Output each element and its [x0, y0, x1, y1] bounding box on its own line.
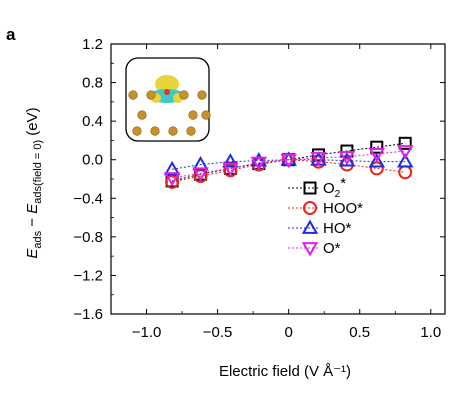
series-line: [172, 159, 406, 170]
y-tick-label: 0.8: [82, 75, 103, 92]
data-point: [192, 156, 209, 171]
metal-atom: [179, 90, 189, 100]
y-tick-label: −0.4: [73, 190, 103, 207]
data-point: [250, 152, 268, 167]
series-line: [171, 142, 406, 182]
data-point: [368, 148, 386, 163]
x-tick-label: −1.0: [132, 324, 162, 341]
data-point: [338, 152, 356, 167]
x-tick-label: 0: [284, 324, 292, 341]
y-tick-label: 0.0: [82, 152, 103, 169]
adsorbate-atom: [164, 89, 170, 95]
series-group: [163, 136, 414, 189]
legend-label: O2*: [323, 175, 346, 200]
legend-marker: [301, 242, 319, 257]
y-label-e2: E: [24, 203, 41, 214]
legend-marker: [303, 201, 317, 215]
legend: O2*HOO* HO* O*: [288, 175, 363, 257]
y-axis-label: Eads − Eads(field = 0) (eV): [24, 107, 44, 258]
metal-atom: [150, 126, 160, 136]
legend-marker: [303, 181, 317, 195]
isosurface-top: [155, 75, 179, 93]
data-point: [368, 153, 386, 168]
data-point: [163, 160, 181, 176]
data-point: [311, 154, 326, 169]
series-line: [172, 159, 406, 183]
y-label-minus: −: [24, 214, 41, 231]
y-tick-label: −1.2: [73, 267, 103, 284]
data-point: [250, 156, 268, 172]
metal-atom: [132, 126, 142, 136]
data-point: [163, 172, 181, 187]
y-label-e1: E: [24, 248, 41, 259]
data-point: [338, 150, 356, 166]
data-point: [165, 174, 180, 189]
data-point: [398, 136, 412, 150]
legend-label: HO*: [323, 220, 352, 237]
y-tick-label: 0.4: [82, 113, 103, 130]
metal-atom: [201, 110, 211, 120]
legend-label: HOO*: [323, 200, 363, 217]
data-point: [370, 140, 384, 154]
metal-atom: [146, 90, 156, 100]
metal-atom: [168, 126, 178, 136]
y-tick-label: 1.2: [82, 36, 103, 53]
x-axis-label: Electric field (V Å⁻¹): [219, 363, 351, 380]
metal-atom: [188, 110, 198, 120]
x-tick-label: −0.5: [203, 324, 233, 341]
metal-atom: [197, 90, 207, 100]
inset-image: [125, 57, 211, 142]
y-label-e2-sub: ads(field = 0): [32, 140, 44, 204]
y-label-e1-sub: ads: [32, 230, 44, 248]
data-point: [222, 162, 239, 177]
data-point: [310, 151, 327, 167]
y-tick-label: −1.6: [73, 306, 103, 323]
legend-marker: [301, 219, 319, 234]
data-point: [280, 153, 297, 169]
metal-atom: [128, 90, 138, 100]
series-line: [172, 150, 406, 179]
metal-atom: [186, 126, 196, 136]
data-point: [398, 165, 413, 180]
legend-label: O*: [323, 240, 341, 257]
data-point: [396, 145, 414, 160]
data-point: [222, 153, 239, 168]
axes: −1.0 −0.5 0 0.5 1.0 1.2 0.8 0.4 0.0 −0.4 −0.8 −1.2 −…: [73, 36, 446, 341]
x-tick-label: 1.0: [420, 324, 441, 341]
x-tick-label: 0.5: [349, 324, 370, 341]
data-point: [396, 153, 414, 168]
y-label-unit: (eV): [24, 107, 41, 140]
metal-atom: [137, 110, 147, 120]
panel-label: a: [6, 25, 16, 44]
data-point: [192, 167, 209, 182]
y-tick-label: −0.8: [73, 229, 103, 246]
